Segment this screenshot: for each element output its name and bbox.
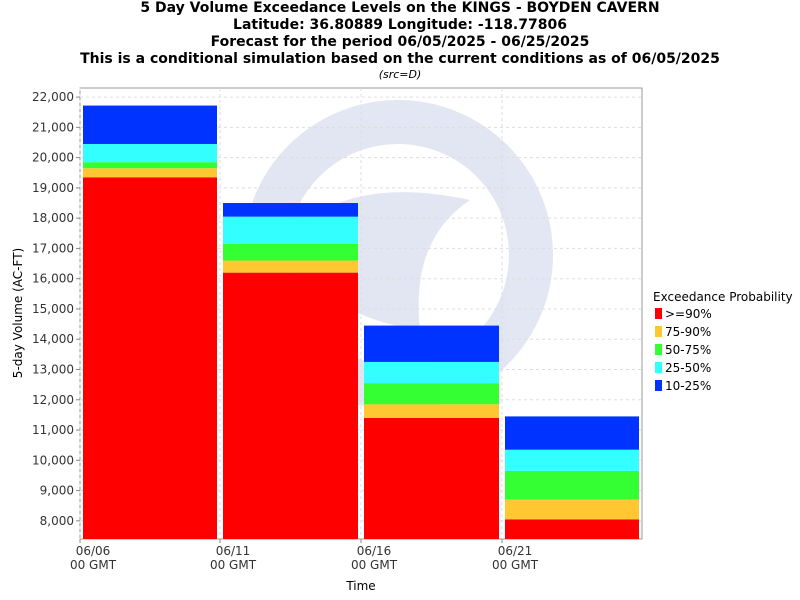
bar-segment-90: [505, 519, 639, 539]
y-tick-label: 15,000: [32, 302, 74, 316]
y-tick-label: 13,000: [32, 362, 74, 376]
y-tick-label: 10,000: [32, 453, 74, 467]
x-tick-label-date: 06/11: [216, 544, 251, 558]
bar-segment-90: [223, 272, 358, 539]
chart-title-block: 5 Day Volume Exceedance Levels on the KI…: [0, 0, 800, 82]
x-axis-title: Time: [345, 579, 375, 593]
legend-title: Exceedance Probability: [653, 290, 793, 304]
legend-swatch: [655, 380, 662, 391]
x-tick-label-date: 06/16: [357, 544, 392, 558]
y-tick-label: 9,000: [40, 484, 74, 498]
x-tick-label-date: 06/06: [76, 544, 111, 558]
bar-segment-5075: [505, 470, 639, 500]
legend-swatch: [655, 308, 662, 319]
x-tick-label-time: 00 GMT: [351, 558, 398, 572]
y-tick-label: 16,000: [32, 272, 74, 286]
location-line: Latitude: 36.80889 Longitude: -118.77806: [233, 17, 567, 33]
y-tick-label: 11,000: [32, 423, 74, 437]
bar-segment-1025: [223, 203, 358, 217]
bar-segment-2550: [83, 143, 217, 163]
bar-segment-1025: [364, 325, 499, 362]
y-tick-label: 20,000: [32, 151, 74, 165]
stacked-bars: [83, 105, 639, 540]
bar-segment-7590: [83, 168, 217, 178]
legend-label: 50-75%: [665, 343, 711, 357]
y-tick-label: 21,000: [32, 120, 74, 134]
y-tick-label: 19,000: [32, 181, 74, 195]
y-tick-label: 22,000: [32, 90, 74, 104]
y-tick-label: 12,000: [32, 393, 74, 407]
legend-swatch: [655, 362, 662, 373]
simulation-note-line: This is a conditional simulation based o…: [80, 51, 720, 67]
bar-segment-5075: [364, 383, 499, 405]
source-note: (src=D): [378, 68, 422, 81]
legend-label: 75-90%: [665, 325, 711, 339]
bar-segment-1025: [83, 105, 217, 144]
y-tick-label: 14,000: [32, 332, 74, 346]
bar-segment-90: [83, 177, 217, 540]
chart-title: 5 Day Volume Exceedance Levels on the KI…: [140, 0, 660, 16]
bar-segment-5075: [223, 243, 358, 261]
bar-segment-2550: [505, 449, 639, 471]
y-tick-label: 8,000: [40, 514, 74, 528]
bar-segment-7590: [505, 499, 639, 520]
bar-segment-7590: [364, 404, 499, 418]
x-tick-label-time: 00 GMT: [70, 558, 117, 572]
legend-label: >=90%: [665, 307, 712, 321]
y-axis: 8,000 9,000 10,000 11,000 12,000 13,000 14,000…: [32, 90, 80, 528]
bar-segment-5075: [83, 162, 217, 169]
legend-label: 25-50%: [665, 361, 711, 375]
x-tick-label-time: 00 GMT: [492, 558, 539, 572]
bar-segment-2550: [223, 216, 358, 244]
y-axis-title: 5-day Volume (AC-FT): [11, 248, 25, 378]
legend-swatch: [655, 326, 662, 337]
y-tick-label: 18,000: [32, 211, 74, 225]
x-tick-label-date: 06/21: [498, 544, 533, 558]
forecast-period-line: Forecast for the period 06/05/2025 - 06/…: [210, 34, 590, 50]
legend-label: 10-25%: [665, 379, 711, 393]
bar-segment-2550: [364, 361, 499, 384]
bar-segment-90: [364, 417, 499, 539]
bar-segment-7590: [223, 260, 358, 273]
bar-segment-1025: [505, 416, 639, 450]
y-tick-label: 17,000: [32, 241, 74, 255]
legend-swatch: [655, 344, 662, 355]
x-tick-label-time: 00 GMT: [210, 558, 257, 572]
legend: Exceedance Probability >=90% 75-90% 50-75%…: [653, 290, 793, 393]
